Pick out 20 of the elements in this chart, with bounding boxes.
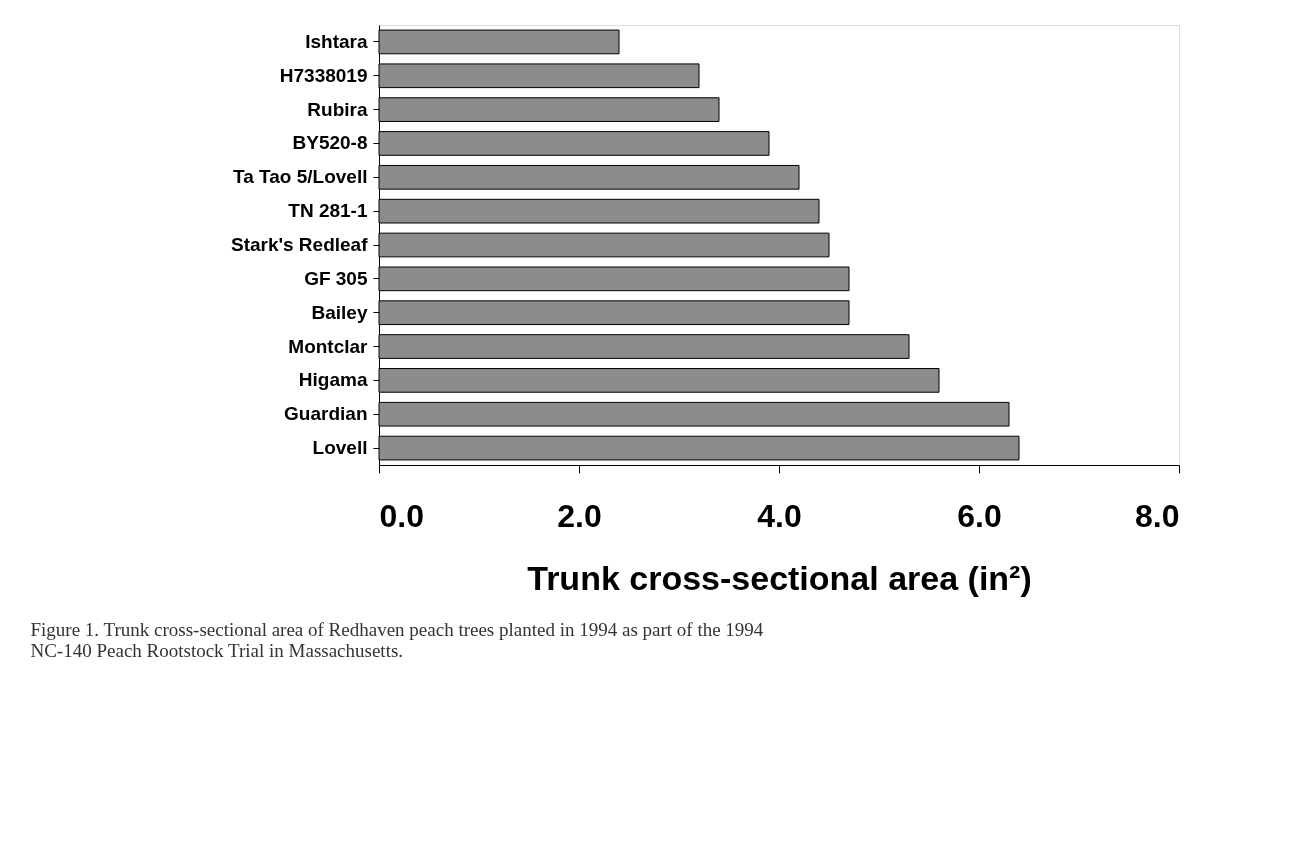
y-tick-label: Ta Tao 5/Lovell (233, 166, 368, 188)
y-tick-label: H7338019 (279, 64, 368, 86)
y-tick-label: Montclar (288, 335, 369, 357)
x-tick-label: 4.0 (757, 497, 802, 534)
y-tick-label: BY520-8 (292, 132, 368, 154)
y-tick-label: Rubira (307, 98, 368, 120)
x-tick-label: 6.0 (957, 497, 1002, 534)
y-tick-label: Lovell (312, 437, 368, 459)
y-tick-label: Bailey (311, 301, 368, 323)
y-tick-label: Ishtara (305, 30, 368, 52)
y-tick-label: GF 305 (304, 267, 368, 289)
x-tick-label: 2.0 (557, 497, 602, 534)
y-tick-label: Higama (298, 369, 368, 391)
y-tick-label: TN 281-1 (288, 200, 368, 222)
x-axis-title: Trunk cross-sectional area (in²) (527, 558, 1032, 597)
x-tick-label: 0.0 (379, 497, 424, 534)
y-tick-label: Guardian (284, 403, 368, 425)
caption: Figure 1. Trunk cross-sectional area of Redhaven peach trees planted in 1994 as part of the 1994 NC-140 Peach Rootstock Trial in Massachusetts. (30, 619, 764, 661)
x-tick-label: 8.0 (1135, 497, 1180, 534)
y-tick-label: Stark's Redleaf (230, 234, 369, 255)
